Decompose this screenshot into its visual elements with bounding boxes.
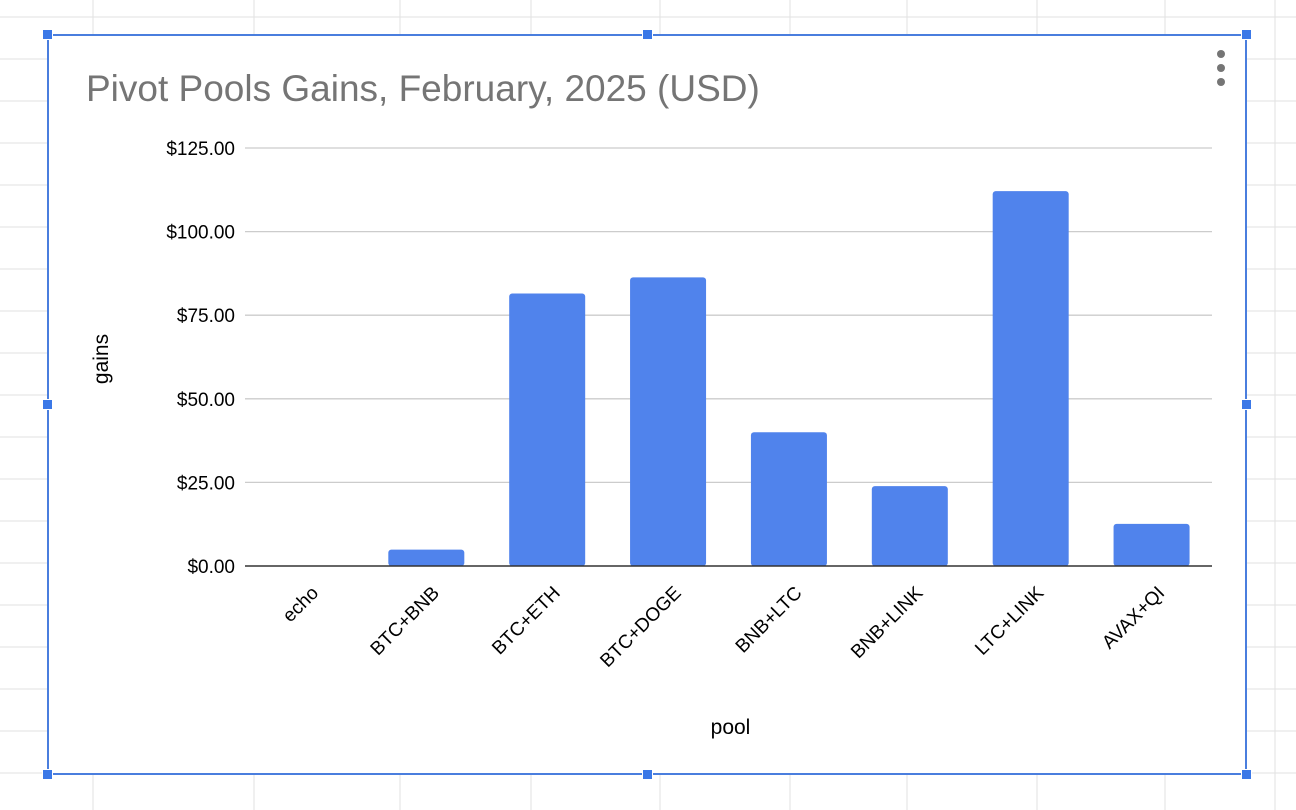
x-tick-label: echo [279,583,323,627]
bar-bnb-ltc[interactable] [750,432,827,566]
resize-handle-top-center[interactable] [642,29,653,40]
resize-handle-bottom-right[interactable] [1241,769,1252,780]
x-tick-label: AVAX+QI [1098,583,1169,654]
bar-btc-doge[interactable] [630,277,707,566]
resize-handle-bottom-center[interactable] [642,769,653,780]
bar-btc-eth[interactable] [509,293,586,566]
x-axis-title: pool [711,716,751,739]
more-vert-icon[interactable] [1213,50,1229,86]
resize-handle-middle-right[interactable] [1241,399,1252,410]
resize-handle-middle-left[interactable] [42,399,53,410]
y-axis-title: gains [90,334,113,384]
x-tick-label: BTC+BNB [367,583,444,660]
y-tick-label: $50.00 [177,390,235,411]
chart-title: Pivot Pools Gains, February, 2025 (USD) [86,68,760,109]
y-tick-label: $100.00 [166,223,235,244]
y-tick-label: $75.00 [177,306,235,327]
bar-ltc-link[interactable] [992,191,1069,566]
plot-area: $0.00 $25.00 $50.00 $75.00 $100.00 $125.00 ech… [90,139,1212,739]
x-tick-label: BNB+LINK [847,582,927,662]
chart-container[interactable]: Pivot Pools Gains, February, 2025 (USD) … [47,34,1247,775]
y-tick-label: $125.00 [166,139,235,160]
x-tick-label: BTC+DOGE [596,583,685,672]
bar-avax-qi[interactable] [1113,523,1190,566]
resize-handle-top-left[interactable] [42,29,53,40]
resize-handle-top-right[interactable] [1241,29,1252,40]
x-tick-label: LTC+LINK [971,582,1048,659]
y-tick-label: $0.00 [187,557,235,578]
x-tick-label: BTC+ETH [488,583,564,659]
y-tick-label: $25.00 [177,473,235,494]
resize-handle-bottom-left[interactable] [42,769,53,780]
bar-btc-bnb[interactable] [388,549,465,566]
x-tick-label: BNB+LTC [732,583,807,658]
bar-bnb-link[interactable] [871,486,948,566]
